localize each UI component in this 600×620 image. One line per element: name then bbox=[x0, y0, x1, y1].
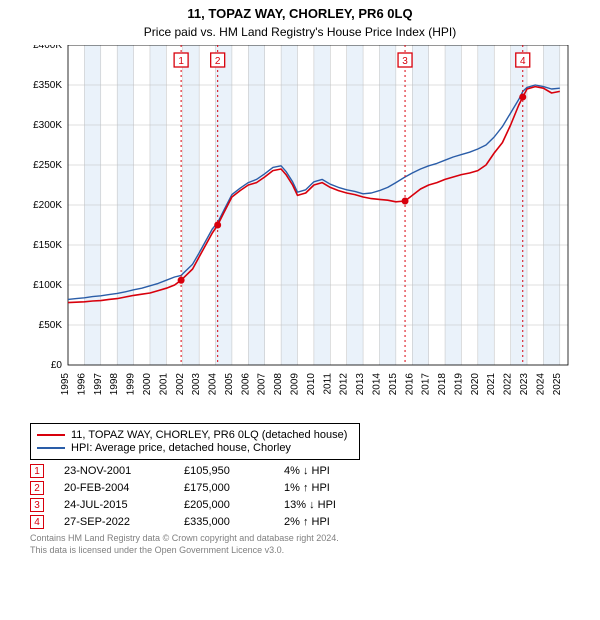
legend-row: HPI: Average price, detached house, Chor… bbox=[37, 442, 353, 454]
sale-delta: 1% ↑ HPI bbox=[284, 482, 384, 494]
svg-text:2022: 2022 bbox=[503, 373, 514, 396]
sale-date: 20-FEB-2004 bbox=[64, 482, 164, 494]
svg-text:4: 4 bbox=[520, 56, 526, 67]
svg-text:2001: 2001 bbox=[158, 373, 169, 396]
sale-price: £105,950 bbox=[184, 465, 264, 477]
svg-text:£150K: £150K bbox=[33, 240, 62, 251]
svg-text:2020: 2020 bbox=[470, 373, 481, 396]
svg-text:£300K: £300K bbox=[33, 120, 62, 131]
svg-text:2007: 2007 bbox=[257, 373, 268, 396]
legend-swatch bbox=[37, 434, 65, 436]
svg-text:2008: 2008 bbox=[273, 373, 284, 396]
svg-text:£250K: £250K bbox=[33, 160, 62, 171]
svg-text:2002: 2002 bbox=[175, 373, 186, 396]
svg-text:£200K: £200K bbox=[33, 200, 62, 211]
sale-price: £335,000 bbox=[184, 516, 264, 528]
svg-text:2023: 2023 bbox=[519, 373, 530, 396]
svg-text:1998: 1998 bbox=[109, 373, 120, 396]
sale-date: 23-NOV-2001 bbox=[64, 465, 164, 477]
svg-text:2010: 2010 bbox=[306, 373, 317, 396]
svg-text:£100K: £100K bbox=[33, 280, 62, 291]
sale-price: £175,000 bbox=[184, 482, 264, 494]
svg-text:2019: 2019 bbox=[453, 373, 464, 396]
sale-delta: 2% ↑ HPI bbox=[284, 516, 384, 528]
svg-text:£50K: £50K bbox=[39, 320, 63, 331]
sale-price: £205,000 bbox=[184, 499, 264, 511]
sale-marker-box: 1 bbox=[30, 464, 44, 478]
svg-text:2014: 2014 bbox=[371, 373, 382, 396]
svg-text:1997: 1997 bbox=[93, 373, 104, 396]
svg-text:2000: 2000 bbox=[142, 373, 153, 396]
svg-text:2021: 2021 bbox=[486, 373, 497, 396]
sale-date: 27-SEP-2022 bbox=[64, 516, 164, 528]
svg-text:2003: 2003 bbox=[191, 373, 202, 396]
sale-delta: 4% ↓ HPI bbox=[284, 465, 384, 477]
svg-text:3: 3 bbox=[402, 56, 408, 67]
footer-line2: This data is licensed under the Open Gov… bbox=[30, 545, 570, 557]
price-chart: £0 £50K £100K £150K £200K £250K £300K £350K £400… bbox=[20, 45, 580, 415]
svg-text:2016: 2016 bbox=[404, 373, 415, 396]
legend-row: 11, TOPAZ WAY, CHORLEY, PR6 0LQ (detache… bbox=[37, 429, 353, 441]
svg-text:£400K: £400K bbox=[33, 45, 62, 51]
sale-marker-box: 2 bbox=[30, 481, 44, 495]
sale-marker-box: 4 bbox=[30, 515, 44, 529]
footer-line1: Contains HM Land Registry data © Crown c… bbox=[30, 533, 570, 545]
legend-box: 11, TOPAZ WAY, CHORLEY, PR6 0LQ (detache… bbox=[30, 423, 360, 460]
svg-text:2017: 2017 bbox=[421, 373, 432, 396]
sales-row: 1 23-NOV-2001 £105,950 4% ↓ HPI bbox=[30, 464, 570, 478]
svg-text:2018: 2018 bbox=[437, 373, 448, 396]
sale-date: 24-JUL-2015 bbox=[64, 499, 164, 511]
container: 11, TOPAZ WAY, CHORLEY, PR6 0LQ Price pa… bbox=[0, 0, 600, 620]
sales-row: 3 24-JUL-2015 £205,000 13% ↓ HPI bbox=[30, 498, 570, 512]
page-subtitle: Price paid vs. HM Land Registry's House … bbox=[0, 21, 600, 45]
svg-text:2006: 2006 bbox=[240, 373, 251, 396]
legend-swatch bbox=[37, 447, 65, 449]
sale-delta: 13% ↓ HPI bbox=[284, 499, 384, 511]
page-title: 11, TOPAZ WAY, CHORLEY, PR6 0LQ bbox=[0, 0, 600, 21]
svg-text:1996: 1996 bbox=[76, 373, 87, 396]
svg-text:1999: 1999 bbox=[126, 373, 137, 396]
sales-row: 2 20-FEB-2004 £175,000 1% ↑ HPI bbox=[30, 481, 570, 495]
sales-table: 1 23-NOV-2001 £105,950 4% ↓ HPI 2 20-FEB-2004… bbox=[30, 464, 570, 529]
footer-attribution: Contains HM Land Registry data © Crown c… bbox=[30, 533, 570, 556]
legend-label: 11, TOPAZ WAY, CHORLEY, PR6 0LQ (detache… bbox=[71, 429, 347, 441]
legend-label: HPI: Average price, detached house, Chor… bbox=[71, 442, 291, 454]
svg-text:2013: 2013 bbox=[355, 373, 366, 396]
svg-text:£350K: £350K bbox=[33, 80, 62, 91]
svg-text:2012: 2012 bbox=[339, 373, 350, 396]
svg-text:2024: 2024 bbox=[535, 373, 546, 396]
svg-text:1995: 1995 bbox=[60, 373, 71, 396]
svg-text:2: 2 bbox=[215, 56, 221, 67]
sales-row: 4 27-SEP-2022 £335,000 2% ↑ HPI bbox=[30, 515, 570, 529]
svg-text:2011: 2011 bbox=[322, 373, 333, 395]
svg-text:2009: 2009 bbox=[290, 373, 301, 396]
svg-text:2025: 2025 bbox=[552, 373, 563, 396]
svg-text:1: 1 bbox=[178, 56, 184, 67]
svg-text:2005: 2005 bbox=[224, 373, 235, 396]
svg-text:£0: £0 bbox=[51, 360, 63, 371]
svg-text:2015: 2015 bbox=[388, 373, 399, 396]
svg-text:2004: 2004 bbox=[208, 373, 219, 396]
sale-marker-box: 3 bbox=[30, 498, 44, 512]
